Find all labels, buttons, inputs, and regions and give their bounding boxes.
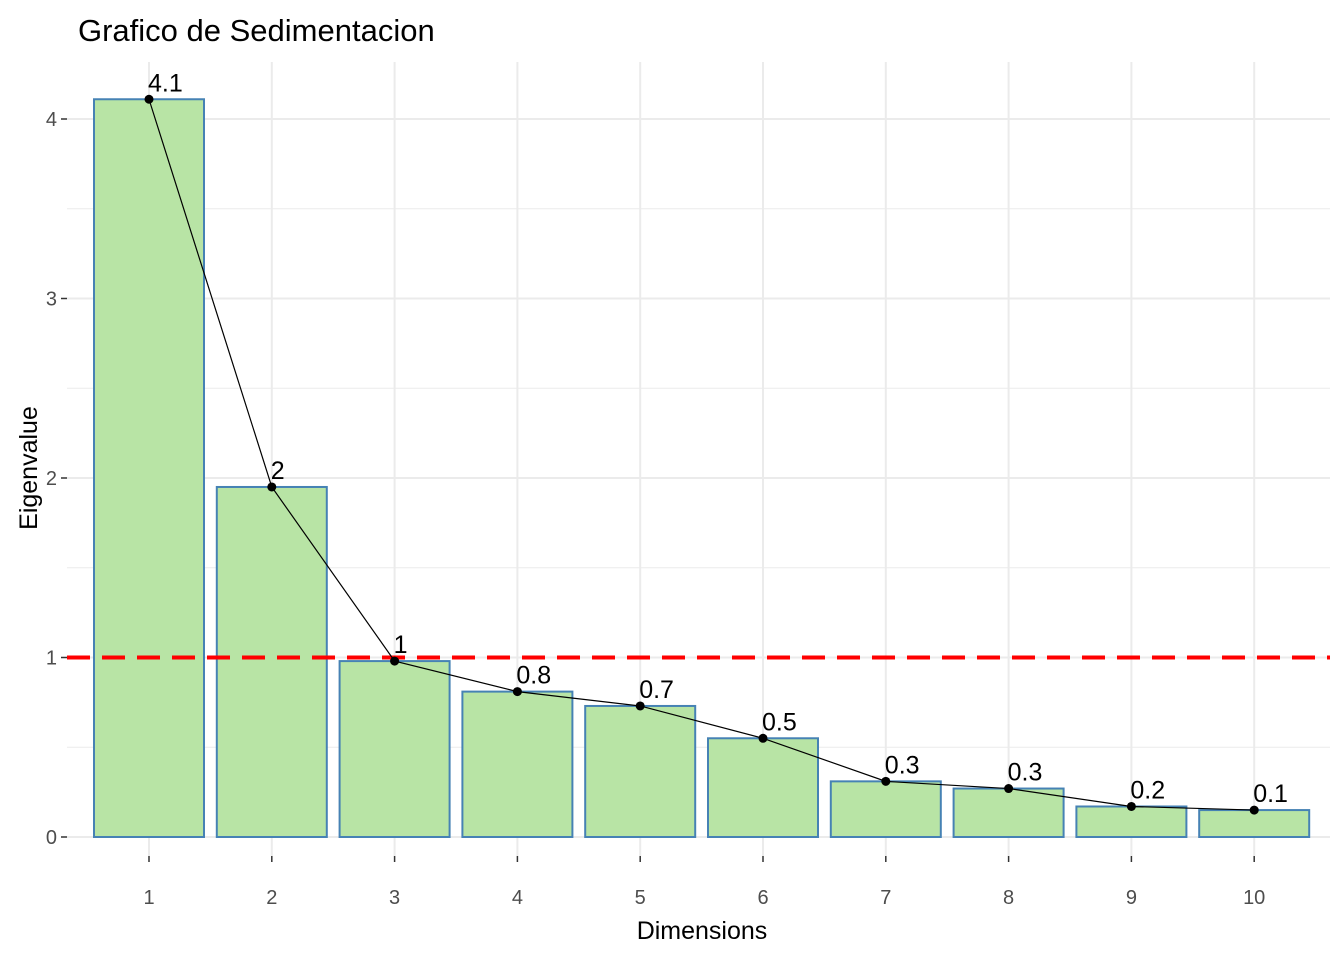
chart-title: Grafico de Sedimentacion — [78, 13, 435, 48]
y-axis-ticks: 0 1 2 3 4 — [46, 109, 67, 849]
bar-dimension-9 — [1075, 805, 1188, 838]
x-tick-label: 7 — [880, 887, 891, 909]
data-label: 2 — [271, 457, 285, 485]
data-label: 0.5 — [762, 708, 797, 736]
x-tick-label: 1 — [143, 887, 154, 909]
data-label: 0.8 — [516, 662, 551, 690]
x-tick-label: 4 — [512, 887, 523, 909]
bar-dimension-7 — [829, 780, 942, 838]
bar-dimension-3 — [338, 660, 451, 839]
point-dimension-10 — [1249, 805, 1259, 815]
bar-dimension-2 — [215, 485, 328, 838]
x-axis-title: Dimensions — [637, 917, 768, 945]
data-label: 0.1 — [1253, 780, 1288, 808]
point-dimension-8 — [1004, 784, 1014, 794]
eigenvalue-line: 4.1 2 1 0.8 0.7 0.5 0.3 0.3 0.2 0.1 — [144, 69, 1288, 815]
bar-dimension-4 — [461, 690, 574, 838]
x-tick-label: 5 — [635, 887, 646, 909]
x-tick-label: 10 — [1243, 887, 1265, 909]
point-dimension-6 — [758, 733, 768, 743]
x-tick-label: 6 — [757, 887, 768, 909]
y-tick-label: 0 — [46, 827, 57, 849]
bar-dimension-8 — [952, 787, 1065, 838]
point-dimension-1 — [144, 94, 154, 104]
data-label: 0.3 — [885, 751, 920, 779]
y-tick-label: 2 — [46, 468, 57, 490]
bar-dimension-6 — [707, 737, 819, 839]
y-axis-title: Eigenvalue — [15, 406, 43, 530]
point-dimension-7 — [881, 776, 891, 786]
x-tick-label: 9 — [1126, 887, 1137, 909]
data-label: 1 — [394, 631, 408, 659]
eigenvalue-polyline — [148, 99, 1255, 811]
point-dimension-2 — [267, 482, 277, 492]
bar-dimension-5 — [584, 704, 697, 839]
point-dimension-4 — [512, 687, 522, 697]
point-dimension-9 — [1126, 801, 1136, 811]
x-tick-label: 8 — [1003, 887, 1014, 909]
data-label: 4.1 — [148, 69, 183, 97]
data-label: 0.7 — [639, 676, 674, 704]
y-tick-label: 1 — [46, 648, 57, 670]
data-label: 0.3 — [1008, 759, 1043, 787]
point-dimension-3 — [390, 656, 400, 666]
x-axis-ticks: 1 2 3 4 5 6 7 8 9 10 — [143, 856, 1265, 909]
x-tick-label: 3 — [389, 887, 400, 909]
x-tick-label: 2 — [266, 887, 277, 909]
y-tick-label: 3 — [46, 289, 57, 311]
y-tick-label: 4 — [46, 109, 57, 131]
data-label: 0.2 — [1130, 776, 1165, 804]
point-dimension-5 — [635, 701, 645, 711]
bar-dimension-1 — [93, 98, 205, 838]
